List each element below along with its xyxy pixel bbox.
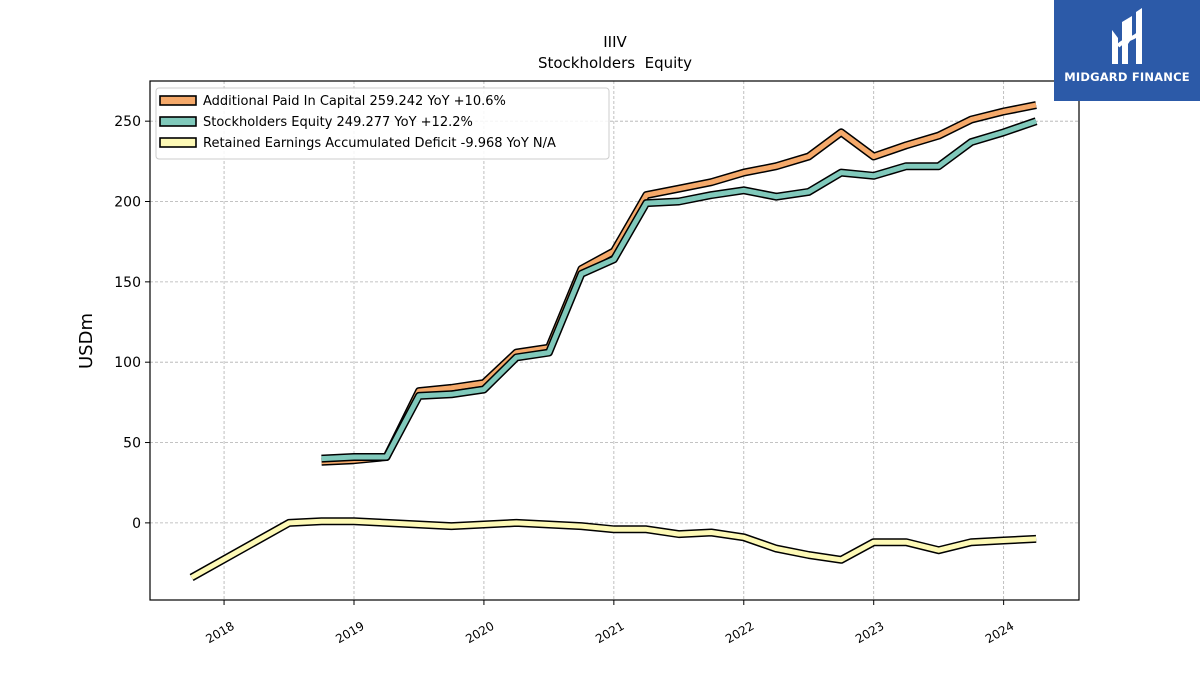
legend-label: Retained Earnings Accumulated Deficit -9…	[203, 136, 556, 151]
x-tick-label: 2024	[983, 619, 1016, 646]
y-tick-label: 0	[132, 516, 141, 532]
x-tick-label: 2018	[203, 619, 236, 646]
plot-area-frame	[149, 80, 1080, 601]
legend-swatch	[159, 116, 197, 127]
grid	[150, 81, 1079, 600]
chart-title: IIIV	[603, 33, 627, 51]
logo-mark-icon	[1112, 8, 1142, 64]
legend: Additional Paid In Capital 259.242 YoY +…	[155, 87, 610, 160]
legend-label: Stockholders Equity 249.277 YoY +12.2%	[203, 115, 473, 130]
series-lines	[189, 101, 1038, 581]
y-tick-label: 200	[114, 195, 141, 211]
legend-swatch	[159, 95, 197, 106]
y-tick-label: 50	[123, 436, 141, 452]
series-1-outline	[321, 117, 1038, 463]
y-axis-label: USDm	[76, 313, 97, 369]
chart-subtitle: Stockholders Equity	[538, 54, 692, 72]
x-tick-label: 2021	[593, 619, 626, 646]
y-tick-label: 100	[114, 355, 141, 371]
brand-logo: MIDGARD FINANCE	[1054, 0, 1200, 101]
x-tick-label: 2022	[723, 619, 756, 646]
legend-box	[155, 87, 610, 160]
x-tick-label: 2019	[333, 619, 366, 646]
x-tick-label: 2023	[853, 619, 886, 646]
y-tick-label: 150	[114, 275, 141, 291]
y-tick-label: 250	[114, 114, 141, 130]
legend-label: Additional Paid In Capital 259.242 YoY +…	[203, 94, 506, 109]
series-0-line	[321, 102, 1037, 465]
logo-text: MIDGARD FINANCE	[1064, 70, 1190, 84]
axis-ticks: 0 50 100 150 200 250 2018 2019 2020 2021 2022 2023 2…	[114, 114, 1016, 646]
x-tick-label: 2020	[463, 619, 496, 646]
legend-swatch	[159, 137, 197, 148]
series-2-line	[190, 518, 1037, 580]
series-1-line	[321, 118, 1037, 462]
